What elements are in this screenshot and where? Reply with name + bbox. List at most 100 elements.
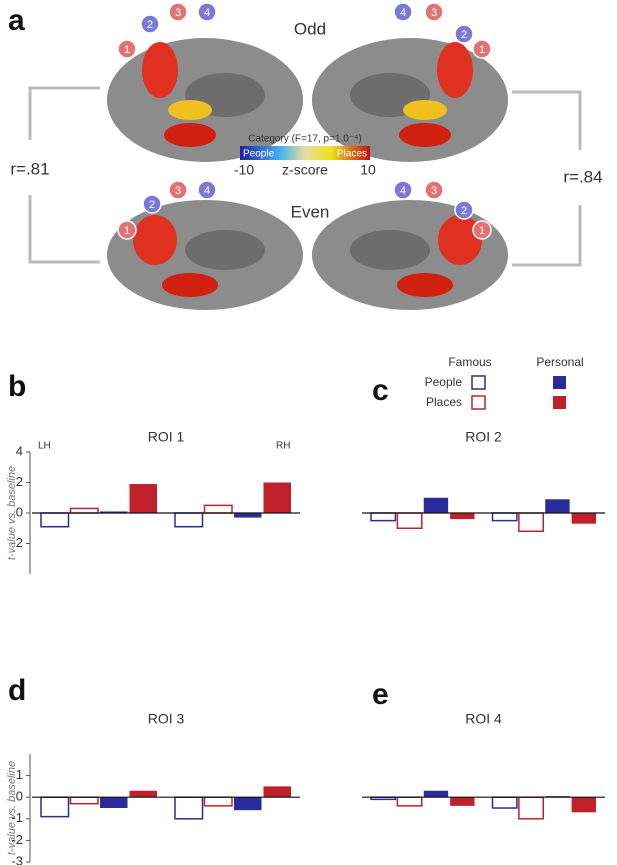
- chart-title: ROI 4: [465, 711, 502, 727]
- bar: [174, 512, 204, 528]
- bar: [263, 786, 291, 798]
- bar: [491, 796, 518, 809]
- roi-marker: [472, 220, 492, 240]
- roi-number: 2: [147, 19, 153, 31]
- even-label: Even: [291, 202, 330, 221]
- roi-marker: [197, 180, 217, 200]
- r-left: r=.81: [10, 159, 49, 178]
- roi-number: 3: [431, 7, 437, 19]
- roi-marker: [142, 194, 162, 214]
- bar: [450, 797, 475, 806]
- roi-number: 1: [479, 44, 485, 56]
- bar: [100, 511, 128, 513]
- bar: [571, 513, 596, 524]
- bar: [263, 482, 291, 513]
- bar: [423, 497, 449, 513]
- group-label: LH: [38, 441, 51, 452]
- roi-number: 2: [461, 205, 467, 217]
- bar: [396, 512, 423, 529]
- bar: [450, 513, 475, 520]
- y-tick-label: 0: [16, 504, 23, 519]
- bar: [518, 796, 544, 820]
- brains: [28, 38, 582, 310]
- roi-marker: [393, 180, 413, 200]
- panel-letter: b: [8, 370, 26, 403]
- roi-marker: [454, 200, 474, 220]
- bar: [203, 796, 233, 807]
- roi-number: 3: [431, 185, 437, 197]
- bar: [545, 499, 570, 513]
- panel-letter: a: [8, 4, 25, 37]
- y-tick-label: -1: [11, 810, 23, 825]
- panel-letter: c: [372, 374, 389, 407]
- r-right: r=.84: [563, 167, 602, 186]
- legend-personal: Personal: [536, 355, 583, 369]
- bar: [234, 797, 262, 811]
- legend-swatch: [553, 396, 566, 409]
- roi-number: 1: [479, 225, 485, 237]
- chart-title: ROI 3: [148, 711, 185, 727]
- y-tick-label: 4: [16, 443, 23, 458]
- roi-number: 2: [461, 29, 467, 41]
- roi-marker: [117, 220, 137, 240]
- bar: [370, 512, 397, 522]
- roi-marker: [117, 39, 137, 59]
- roi-marker: [168, 180, 188, 200]
- colorbar-tick: 10: [360, 162, 376, 178]
- bar: [518, 512, 544, 533]
- roi-number: 3: [175, 7, 181, 19]
- bar: [129, 484, 157, 513]
- bar: [129, 790, 157, 798]
- bar: [40, 796, 70, 818]
- legend-swatch: [553, 376, 566, 389]
- roi-marker: [168, 2, 188, 22]
- legend-places: Places: [426, 395, 462, 409]
- odd-label: Odd: [294, 19, 326, 38]
- roi-number: 2: [149, 199, 155, 211]
- legend-famous: Famous: [448, 355, 491, 369]
- bar: [396, 796, 423, 807]
- colorbar-label: z-score: [282, 162, 328, 178]
- roi-number: 4: [400, 185, 406, 197]
- legend-swatch: [471, 375, 486, 390]
- bar: [40, 512, 70, 528]
- y-tick-label: 2: [16, 474, 23, 489]
- colorbar-low: People: [243, 149, 275, 160]
- bar: [234, 513, 262, 518]
- y-axis-label: t-value vs. baseline: [6, 466, 18, 560]
- group-label: RH: [276, 441, 290, 452]
- colorbar-tick: -10: [234, 162, 254, 178]
- y-tick-label: 0: [16, 789, 23, 804]
- legend-people: People: [425, 375, 463, 389]
- roi-number: 4: [204, 185, 210, 197]
- roi-number: 4: [400, 7, 406, 19]
- roi-marker: [454, 24, 474, 44]
- roi-number: 3: [175, 185, 181, 197]
- legend-swatch: [471, 395, 486, 410]
- panel-letter: d: [8, 674, 26, 707]
- roi-marker: [424, 180, 444, 200]
- roi-number: 1: [124, 225, 130, 237]
- roi-marker: [140, 14, 160, 34]
- bar: [423, 790, 449, 798]
- roi-number: 1: [124, 44, 130, 56]
- roi-marker: [393, 2, 413, 22]
- colorbar-title: Category (F=17, p=1.0⁻⁴): [248, 134, 362, 145]
- bar: [491, 512, 518, 522]
- y-axis-label: t-value vs. baseline: [6, 761, 18, 855]
- y-tick-label: -2: [11, 535, 23, 550]
- bar: [69, 796, 99, 805]
- bar: [100, 797, 128, 808]
- roi-marker: [197, 2, 217, 22]
- y-tick-label: -2: [11, 832, 23, 847]
- bar: [571, 797, 596, 813]
- bar: [69, 507, 99, 514]
- roi-number: 4: [204, 7, 210, 19]
- panel-letter: e: [372, 678, 389, 711]
- y-tick-label: -3: [11, 853, 23, 865]
- bar: [174, 796, 204, 820]
- chart-title: ROI 2: [465, 429, 502, 445]
- colorbar-high: Places: [337, 149, 367, 160]
- roi-marker: [472, 39, 492, 59]
